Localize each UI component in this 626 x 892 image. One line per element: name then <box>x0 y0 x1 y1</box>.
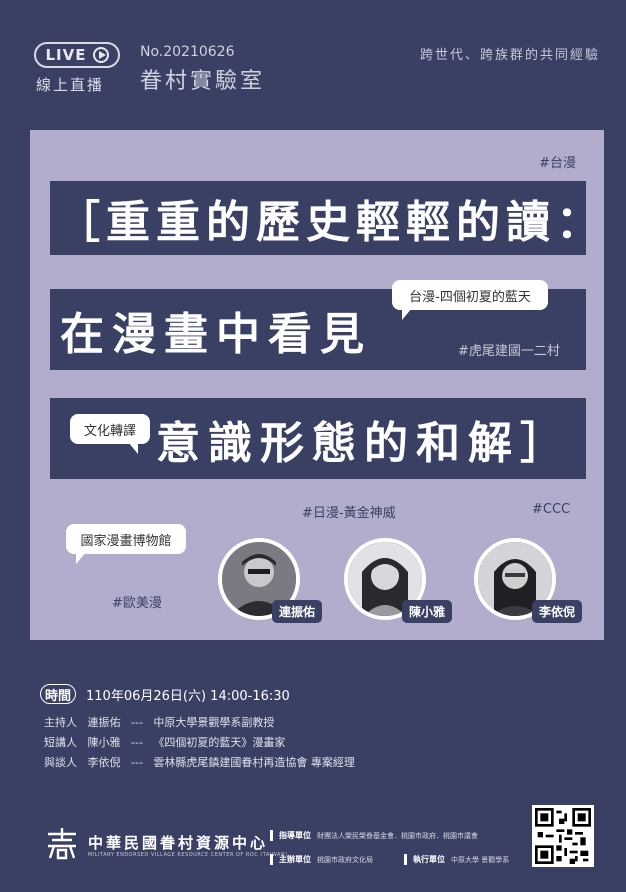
credit-bar <box>270 830 273 841</box>
credit-value: 中原大學 景觀學系 <box>451 855 510 864</box>
row-separator: --- <box>131 736 143 749</box>
bubble-translation-text: 文化轉譯 <box>83 423 136 439</box>
row-role: 短講人 <box>44 736 77 749</box>
row-name: 李依倪 <box>87 756 121 769</box>
credit-label: 指導單位 <box>279 831 311 840</box>
play-icon <box>92 47 109 63</box>
schedule-row: 主持人 連振佑 --- 中原大學景觀學系副教授 <box>44 714 274 730</box>
row-description: 《四個初夏的藍天》漫畫家 <box>153 736 286 749</box>
issue-title: 眷村實驗室 <box>140 69 266 94</box>
bubble-tail <box>76 552 86 564</box>
tag-huwei-village: #虎尾建國一二村 <box>458 344 560 359</box>
bubble-tail <box>128 442 138 454</box>
tag-taiwan-comic: #台漫 <box>539 156 576 171</box>
main-panel: #台漫 ［重重的歷史輕輕的讀： 在漫畫中看見 #虎尾建國一二村 台漫-四個初夏的… <box>30 130 604 640</box>
credit-bar <box>270 854 273 865</box>
credit-value: 桃園市政府文化局 <box>317 855 373 864</box>
credit-bar <box>404 854 407 865</box>
row-separator: --- <box>131 756 143 769</box>
row-name: 陳小雅 <box>87 736 121 749</box>
row-description: 雲林縣虎尾鎮建國眷村再造協會 專案經理 <box>153 756 355 769</box>
bubble-blue-sky-text: 台漫-四個初夏的藍天 <box>409 289 531 305</box>
row-role: 與談人 <box>44 756 77 769</box>
speech-bubble-translation: 文化轉譯 <box>70 414 150 454</box>
time-label: 時間 <box>40 684 76 704</box>
credit-guide: 指導單位 財團法人榮民榮眷基金會．桃園市政府．桃園市議會 <box>270 830 478 841</box>
speech-bubble-museum: 國家漫畫博物館 <box>66 524 186 564</box>
tagline: 跨世代、跨族群的共同經驗 <box>419 48 600 63</box>
schedule-row: 與談人 李依倪 --- 雲林縣虎尾鎮建國眷村再造協會 專案經理 <box>44 754 355 770</box>
credit-exec: 執行單位 中原大學 景觀學系 <box>404 854 509 865</box>
village-logo-icon <box>48 828 76 860</box>
banner-line-2-text: 在漫畫中看見 <box>60 308 372 360</box>
live-subtitle: 線上直播 <box>36 76 105 94</box>
bubble-museum-text: 國家漫畫博物館 <box>80 533 172 549</box>
bubble-tail <box>402 308 412 320</box>
credit-label: 執行單位 <box>413 855 445 864</box>
row-description: 中原大學景觀學系副教授 <box>153 716 275 729</box>
speech-bubble-blue-sky: 台漫-四個初夏的藍天 <box>392 280 548 320</box>
live-label: LIVE <box>45 46 87 64</box>
credit-label: 主辦單位 <box>279 855 311 864</box>
tag-western-comic: #歐美漫 <box>112 596 162 611</box>
banner-line-1: ［重重的歷史輕輕的讀： <box>50 181 600 255</box>
issue-number: No.20210626 <box>140 44 235 60</box>
live-badge: LIVE <box>34 42 120 68</box>
qr-code-icon <box>535 808 591 864</box>
person-photo-icon <box>478 542 552 616</box>
row-role: 主持人 <box>44 716 77 729</box>
row-name: 連振佑 <box>87 716 121 729</box>
credit-value: 財團法人榮民榮眷基金會．桃園市政府．桃園市議會 <box>317 831 478 840</box>
tag-ccc: #CCC <box>532 502 571 517</box>
time-value: 110年06月26日(六) 14:00-16:30 <box>86 689 290 704</box>
qr-code[interactable] <box>532 805 594 867</box>
org-name-cn: 中華民國眷村資源中心 <box>88 834 269 852</box>
speaker-name-1: 連振佑 <box>272 600 323 623</box>
speaker-name-2: 陳小雅 <box>402 600 453 623</box>
schedule-row: 短講人 陳小雅 --- 《四個初夏的藍天》漫畫家 <box>44 734 285 750</box>
banner-line-3-text: 意識形態的和解］ <box>156 417 572 469</box>
credit-host: 主辦單位 桃園市政府文化局 <box>270 854 373 865</box>
speaker-name-3: 李依倪 <box>532 600 583 623</box>
row-separator: --- <box>131 716 143 729</box>
org-name-en: MILITARY ENDORSED VILLAGE RESOURCE CENTE… <box>88 852 288 858</box>
tag-japan-comic: #日漫-黃金神威 <box>302 506 396 521</box>
